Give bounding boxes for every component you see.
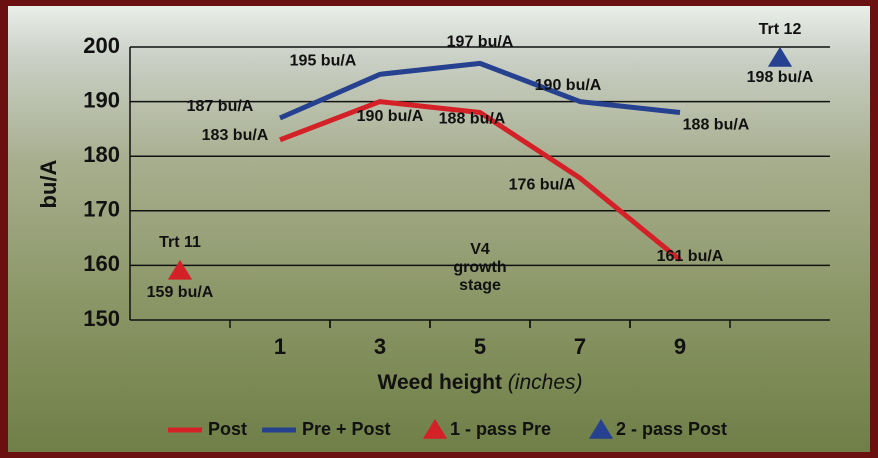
data-label: 188 bu/A (439, 111, 506, 128)
y-axis-label: bu/A (36, 159, 61, 208)
y-tick-label: 160 (83, 251, 120, 276)
x-tick-label: 5 (474, 334, 486, 359)
x-axis-label: Weed height (inches) (378, 371, 583, 394)
y-tick-label: 150 (83, 306, 120, 331)
y-tick-label: 200 (83, 33, 120, 58)
data-label: 159 bu/A (147, 284, 214, 301)
data-label: 176 bu/A (509, 176, 576, 193)
point-label: Trt 12 (759, 21, 802, 38)
annotation: growth (453, 259, 506, 276)
data-label: 190 bu/A (535, 77, 602, 94)
data-label: 161 bu/A (657, 248, 724, 265)
x-tick-label: 9 (674, 334, 686, 359)
y-tick-label: 190 (83, 87, 120, 112)
legend-label: 2 - pass Post (616, 419, 727, 439)
x-axis-title: Weed height (378, 371, 502, 394)
x-axis-unit: (inches) (508, 371, 583, 394)
y-tick-label: 170 (83, 197, 120, 222)
data-label: 190 bu/A (357, 108, 424, 125)
data-label: 198 bu/A (747, 69, 814, 86)
data-label: 188 bu/A (683, 117, 750, 134)
data-label: 197 bu/A (447, 34, 514, 51)
point-label: Trt 11 (159, 234, 201, 251)
y-tick-label: 180 (83, 142, 120, 167)
data-label: 187 bu/A (187, 98, 254, 115)
data-label: 195 bu/A (290, 53, 357, 70)
x-tick-label: 3 (374, 334, 386, 359)
annotation: stage (459, 277, 501, 294)
legend-label: 1 - pass Pre (450, 419, 551, 439)
annotation: V4 (470, 241, 490, 258)
data-label: 183 bu/A (202, 127, 269, 144)
legend-label: Post (208, 419, 247, 439)
legend-label: Pre + Post (302, 419, 391, 439)
chart: bu/A Weed height (inches) Post Pre + Post… (0, 0, 878, 458)
x-tick-label: 7 (574, 334, 586, 359)
x-tick-label: 1 (274, 334, 286, 359)
